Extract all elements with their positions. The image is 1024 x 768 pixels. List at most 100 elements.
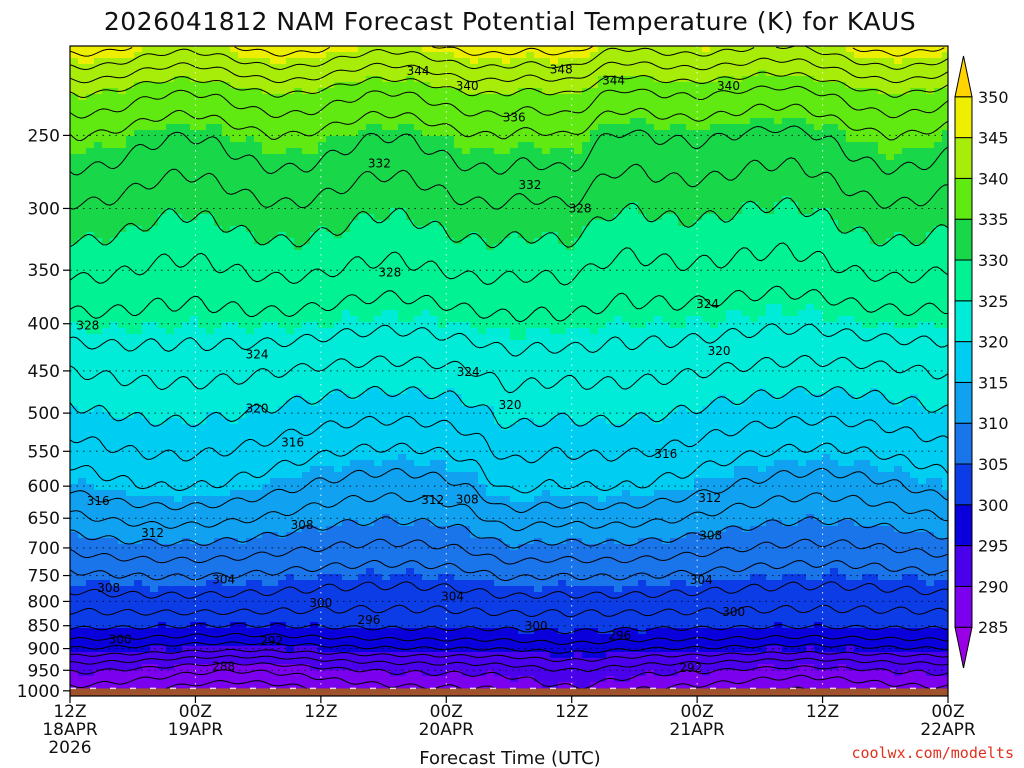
field-cell — [406, 418, 415, 425]
field-cell — [318, 604, 327, 611]
field-cell — [302, 304, 311, 311]
field-cell — [342, 484, 351, 491]
field-cell — [118, 658, 127, 665]
field-cell — [422, 106, 431, 113]
field-cell — [398, 478, 407, 485]
field-cell — [286, 46, 295, 53]
field-cell — [366, 466, 375, 473]
field-cell — [222, 346, 231, 353]
field-cell — [198, 232, 207, 239]
field-cell — [310, 466, 319, 473]
field-cell — [190, 184, 199, 191]
field-cell — [70, 430, 79, 437]
field-cell — [142, 256, 151, 263]
field-cell — [262, 664, 271, 671]
field-cell — [158, 664, 167, 671]
field-cell — [334, 532, 343, 539]
field-cell — [198, 328, 207, 335]
field-cell — [174, 226, 183, 233]
field-cell — [166, 646, 175, 653]
field-cell — [222, 604, 231, 611]
field-cell — [374, 352, 383, 359]
field-cell — [326, 52, 335, 59]
field-cell — [430, 574, 439, 581]
field-cell — [134, 220, 143, 227]
field-cell — [238, 262, 247, 269]
field-cell — [414, 52, 423, 59]
field-cell — [222, 184, 231, 191]
field-cell — [134, 136, 143, 143]
field-cell — [342, 166, 351, 173]
field-cell — [270, 598, 279, 605]
field-cell — [254, 436, 263, 443]
field-cell — [70, 244, 79, 251]
field-cell — [134, 112, 143, 119]
field-cell — [166, 406, 175, 413]
field-cell — [222, 418, 231, 425]
field-cell — [382, 412, 391, 419]
field-cell — [214, 142, 223, 149]
field-cell — [406, 310, 415, 317]
field-cell — [166, 568, 175, 575]
field-cell — [150, 178, 159, 185]
field-cell — [102, 178, 111, 185]
field-cell — [134, 478, 143, 485]
field-cell — [230, 622, 239, 629]
field-cell — [222, 238, 231, 245]
field-cell — [158, 172, 167, 179]
field-cell — [382, 208, 391, 215]
field-cell — [94, 442, 103, 449]
field-cell — [270, 586, 279, 593]
field-cell — [294, 142, 303, 149]
field-cell — [382, 532, 391, 539]
field-cell — [182, 160, 191, 167]
field-cell — [390, 280, 399, 287]
field-cell — [342, 358, 351, 365]
field-cell — [310, 280, 319, 287]
field-cell — [398, 82, 407, 89]
field-cell — [174, 520, 183, 527]
field-cell — [102, 580, 111, 587]
field-cell — [294, 322, 303, 329]
field-cell — [118, 664, 127, 671]
field-cell — [182, 580, 191, 587]
field-cell — [406, 154, 415, 161]
field-cell — [182, 238, 191, 245]
field-cell — [190, 562, 199, 569]
field-cell — [342, 652, 351, 659]
field-cell — [318, 184, 327, 191]
field-cell — [318, 298, 327, 305]
field-cell — [198, 214, 207, 221]
field-cell — [126, 364, 135, 371]
field-cell — [358, 634, 367, 641]
field-cell — [238, 682, 247, 689]
field-cell — [142, 460, 151, 467]
field-cell — [230, 346, 239, 353]
field-cell — [342, 550, 351, 557]
field-cell — [374, 526, 383, 533]
field-cell — [118, 52, 127, 59]
field-cell — [270, 580, 279, 587]
field-cell — [422, 568, 431, 575]
field-cell — [118, 388, 127, 395]
field-cell — [310, 100, 319, 107]
field-cell — [126, 202, 135, 209]
field-cell — [126, 598, 135, 605]
field-cell — [342, 292, 351, 299]
field-cell — [230, 76, 239, 83]
field-cell — [70, 496, 79, 503]
field-cell — [294, 124, 303, 131]
field-cell — [406, 568, 415, 575]
field-cell — [350, 316, 359, 323]
field-cell — [222, 208, 231, 215]
field-cell — [94, 226, 103, 233]
field-cell — [422, 262, 431, 269]
field-cell — [366, 676, 375, 683]
field-cell — [254, 466, 263, 473]
field-cell — [286, 274, 295, 281]
field-cell — [134, 46, 143, 53]
field-cell — [262, 322, 271, 329]
field-cell — [326, 112, 335, 119]
field-cell — [150, 304, 159, 311]
field-cell — [310, 610, 319, 617]
